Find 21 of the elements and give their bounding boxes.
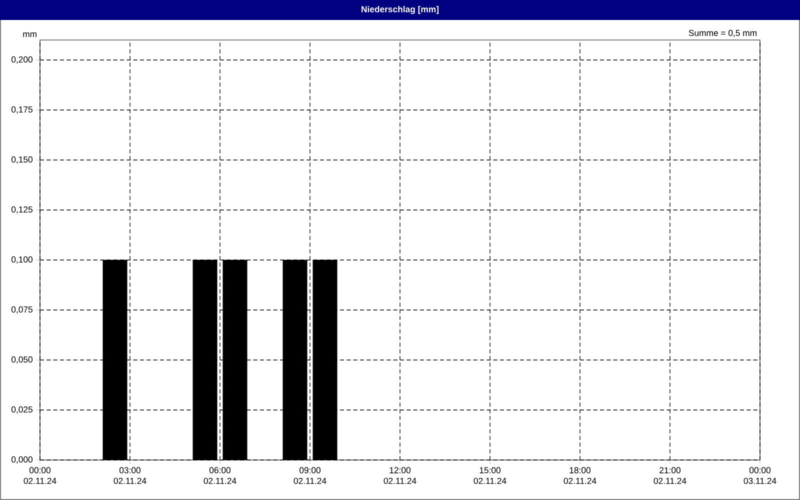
x-tick-label: 15:00 02.11.24 bbox=[474, 467, 506, 484]
x-tick-label: 00:00 02.11.24 bbox=[24, 467, 56, 484]
x-tick-label: 18:00 02.11.24 bbox=[564, 467, 596, 484]
y-tick-label: 0,025 bbox=[11, 406, 32, 414]
x-tick-label: 06:00 02.11.24 bbox=[204, 467, 236, 484]
y-tick-label: 0,000 bbox=[11, 456, 32, 464]
x-tick-label: 09:00 02.11.24 bbox=[294, 467, 326, 484]
y-tick-label: 0,150 bbox=[11, 156, 32, 164]
x-tick-label: 00:00 03.11.24 bbox=[744, 467, 776, 484]
y-tick-label: 0,050 bbox=[11, 356, 32, 364]
x-tick-label: 12:00 02.11.24 bbox=[384, 467, 416, 484]
y-axis-title: mm bbox=[23, 32, 36, 38]
x-tick-label: 03:00 02.11.24 bbox=[114, 467, 146, 484]
y-tick-label: 0,100 bbox=[11, 256, 32, 264]
y-tick-label: 0,125 bbox=[11, 206, 32, 214]
y-tick-label: 0,175 bbox=[11, 106, 32, 114]
x-tick-label: 21:00 02.11.24 bbox=[654, 467, 686, 484]
chart-title: Niederschlag [mm] bbox=[362, 6, 439, 14]
y-tick-label: 0,200 bbox=[11, 56, 32, 64]
y-tick-label: 0,075 bbox=[11, 306, 32, 314]
text: Summe = 0,5 mm bbox=[688, 30, 756, 38]
